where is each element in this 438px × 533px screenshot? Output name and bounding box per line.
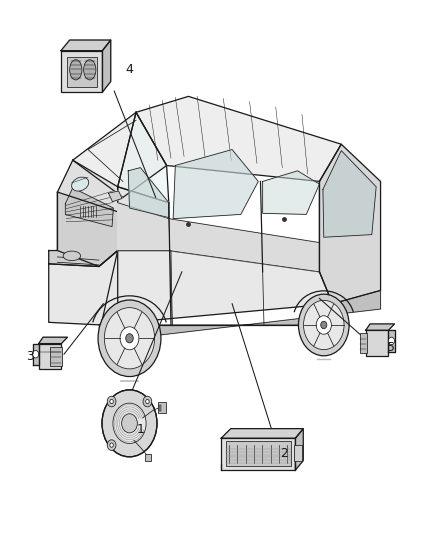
Circle shape <box>32 351 39 358</box>
Polygon shape <box>118 187 169 251</box>
Circle shape <box>146 399 149 403</box>
Text: 5: 5 <box>388 341 396 354</box>
Polygon shape <box>295 429 303 470</box>
Polygon shape <box>118 112 169 203</box>
Circle shape <box>113 403 146 443</box>
Bar <box>159 405 161 411</box>
Polygon shape <box>61 40 111 51</box>
Polygon shape <box>323 151 376 237</box>
Circle shape <box>110 399 113 403</box>
Polygon shape <box>136 96 341 181</box>
Bar <box>50 347 62 366</box>
Bar <box>221 438 295 470</box>
Polygon shape <box>32 344 39 365</box>
Polygon shape <box>109 191 122 201</box>
Ellipse shape <box>71 177 89 191</box>
Polygon shape <box>39 337 67 344</box>
Polygon shape <box>73 112 166 197</box>
Polygon shape <box>99 290 381 342</box>
Bar <box>366 330 389 356</box>
Polygon shape <box>118 203 319 272</box>
Circle shape <box>126 334 133 343</box>
Circle shape <box>298 294 349 356</box>
Polygon shape <box>319 144 381 304</box>
Bar <box>145 454 151 461</box>
Text: 3: 3 <box>26 350 34 364</box>
Circle shape <box>120 327 139 350</box>
Polygon shape <box>57 160 118 266</box>
Bar <box>360 334 367 353</box>
Text: 1: 1 <box>137 423 145 436</box>
Bar <box>39 344 61 369</box>
Circle shape <box>321 321 327 329</box>
Circle shape <box>107 396 116 407</box>
Circle shape <box>316 316 332 334</box>
Ellipse shape <box>63 251 81 261</box>
Polygon shape <box>128 167 169 217</box>
Polygon shape <box>173 150 258 219</box>
Text: 2: 2 <box>281 447 289 460</box>
Polygon shape <box>389 330 395 352</box>
Polygon shape <box>366 324 395 330</box>
Polygon shape <box>49 192 118 266</box>
Polygon shape <box>221 429 303 438</box>
Polygon shape <box>49 251 118 325</box>
Ellipse shape <box>84 60 96 80</box>
Text: 4: 4 <box>126 63 134 76</box>
Polygon shape <box>65 188 113 227</box>
Bar <box>226 441 291 466</box>
Bar <box>293 445 301 461</box>
Circle shape <box>143 396 152 407</box>
Bar <box>61 51 102 92</box>
Polygon shape <box>101 251 332 325</box>
Circle shape <box>304 300 344 350</box>
Circle shape <box>122 414 138 433</box>
Circle shape <box>107 440 116 450</box>
Circle shape <box>389 337 395 345</box>
Polygon shape <box>263 171 319 214</box>
Circle shape <box>102 390 157 457</box>
Bar <box>67 57 97 87</box>
Bar <box>158 402 166 413</box>
Circle shape <box>104 308 155 369</box>
Circle shape <box>98 300 161 376</box>
Circle shape <box>110 443 113 447</box>
Polygon shape <box>102 40 111 92</box>
Ellipse shape <box>70 60 82 80</box>
